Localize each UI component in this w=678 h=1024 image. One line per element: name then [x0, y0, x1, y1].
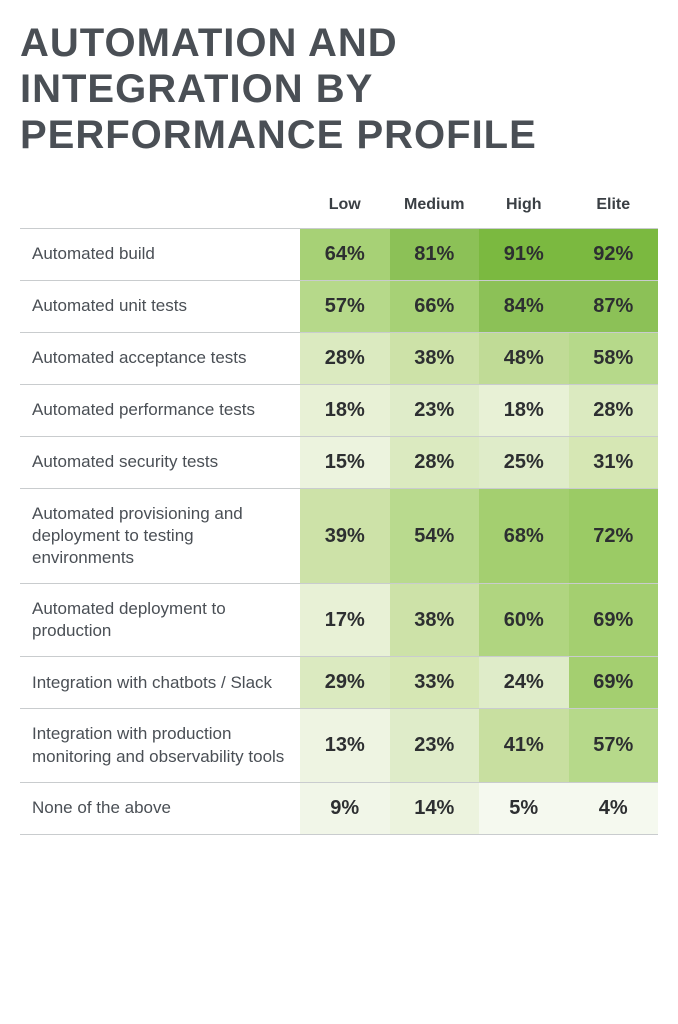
value-cell: 84% [479, 281, 569, 333]
value-cell: 25% [479, 437, 569, 489]
col-header-high: High [479, 188, 569, 229]
value-cell: 69% [569, 657, 659, 709]
table-row: Integration with production monitoring a… [20, 709, 658, 782]
value-cell: 66% [390, 281, 480, 333]
value-cell: 17% [300, 584, 390, 657]
row-label: Automated build [20, 229, 300, 281]
col-header-medium: Medium [390, 188, 480, 229]
value-cell: 57% [300, 281, 390, 333]
table-row: Automated build64%81%91%92% [20, 229, 658, 281]
value-cell: 54% [390, 489, 480, 584]
table-row: Automated performance tests18%23%18%28% [20, 385, 658, 437]
page-title: Automation and Integration by Performanc… [20, 20, 658, 158]
value-cell: 33% [390, 657, 480, 709]
value-cell: 48% [479, 333, 569, 385]
value-cell: 92% [569, 229, 659, 281]
value-cell: 9% [300, 782, 390, 834]
value-cell: 18% [479, 385, 569, 437]
value-cell: 87% [569, 281, 659, 333]
value-cell: 64% [300, 229, 390, 281]
row-label: Integration with chatbots / Slack [20, 657, 300, 709]
table-row: Automated unit tests57%66%84%87% [20, 281, 658, 333]
value-cell: 58% [569, 333, 659, 385]
value-cell: 28% [300, 333, 390, 385]
value-cell: 68% [479, 489, 569, 584]
table-row: Automated deployment to production17%38%… [20, 584, 658, 657]
value-cell: 4% [569, 782, 659, 834]
col-header-elite: Elite [569, 188, 659, 229]
row-label: Automated deployment to production [20, 584, 300, 657]
row-label: Automated security tests [20, 437, 300, 489]
value-cell: 18% [300, 385, 390, 437]
value-cell: 57% [569, 709, 659, 782]
value-cell: 23% [390, 709, 480, 782]
value-cell: 13% [300, 709, 390, 782]
value-cell: 23% [390, 385, 480, 437]
value-cell: 28% [569, 385, 659, 437]
value-cell: 81% [390, 229, 480, 281]
value-cell: 41% [479, 709, 569, 782]
value-cell: 5% [479, 782, 569, 834]
row-label: Automated unit tests [20, 281, 300, 333]
row-label: Automated provisioning and deployment to… [20, 489, 300, 584]
value-cell: 38% [390, 333, 480, 385]
header-row: Low Medium High Elite [20, 188, 658, 229]
value-cell: 24% [479, 657, 569, 709]
value-cell: 29% [300, 657, 390, 709]
row-label: Automated performance tests [20, 385, 300, 437]
col-header-low: Low [300, 188, 390, 229]
value-cell: 31% [569, 437, 659, 489]
value-cell: 14% [390, 782, 480, 834]
value-cell: 39% [300, 489, 390, 584]
table-row: Automated acceptance tests28%38%48%58% [20, 333, 658, 385]
table-row: Automated provisioning and deployment to… [20, 489, 658, 584]
value-cell: 28% [390, 437, 480, 489]
value-cell: 69% [569, 584, 659, 657]
value-cell: 38% [390, 584, 480, 657]
row-label: None of the above [20, 782, 300, 834]
row-label: Automated acceptance tests [20, 333, 300, 385]
value-cell: 60% [479, 584, 569, 657]
value-cell: 91% [479, 229, 569, 281]
value-cell: 15% [300, 437, 390, 489]
heatmap-table: Low Medium High Elite Automated build64%… [20, 188, 658, 835]
table-row: Integration with chatbots / Slack29%33%2… [20, 657, 658, 709]
header-blank [20, 188, 300, 229]
table-row: Automated security tests15%28%25%31% [20, 437, 658, 489]
table-row: None of the above9%14%5%4% [20, 782, 658, 834]
value-cell: 72% [569, 489, 659, 584]
row-label: Integration with production monitoring a… [20, 709, 300, 782]
